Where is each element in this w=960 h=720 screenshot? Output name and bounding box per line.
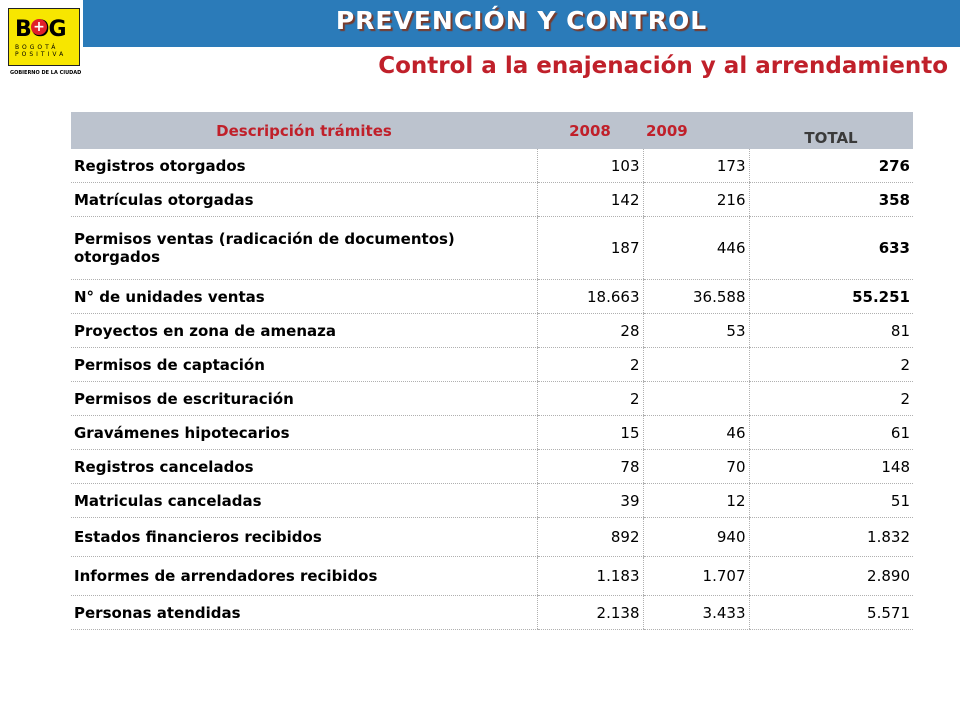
logo-tagline-line2: POSITIVA xyxy=(15,51,67,58)
cell-2008: 892 xyxy=(536,517,643,557)
page-title: PREVENCIÓN Y CONTROL xyxy=(335,6,708,35)
table-body: Registros otorgados 103 173 276 Matrículas o… xyxy=(71,149,913,630)
header-2009: 2009 xyxy=(643,112,749,149)
table-row: Personas atendidas 2.138 3.433 5.571 xyxy=(71,595,913,630)
table-row: Permisos ventas (radicación de documento… xyxy=(71,216,913,280)
header-total: TOTAL xyxy=(749,112,913,149)
cell-total: 1.832 xyxy=(748,517,913,557)
cell-total: 2 xyxy=(748,381,913,416)
cell-2008: 28 xyxy=(536,313,643,348)
cell-2008: 2.138 xyxy=(536,595,643,630)
cell-2008: 142 xyxy=(536,182,643,217)
cell-description: Proyectos en zona de amenaza xyxy=(71,313,537,348)
header-2008: 2008 xyxy=(537,112,643,149)
cell-2008: 2 xyxy=(536,381,643,416)
cell-2008: 103 xyxy=(536,149,643,183)
cell-description: Permisos de captación xyxy=(71,347,537,382)
cell-description: N° de unidades ventas xyxy=(71,279,537,314)
procedures-table: Descripción trámites 2008 2009 TOTAL Reg… xyxy=(71,112,913,630)
cell-2009: 173 xyxy=(642,149,749,183)
table-header-row: Descripción trámites 2008 2009 TOTAL xyxy=(71,112,913,149)
table-row: Registros otorgados 103 173 276 xyxy=(71,149,913,183)
header-description: Descripción trámites xyxy=(71,112,537,149)
title-banner: PREVENCIÓN Y CONTROL xyxy=(83,0,960,47)
cell-2008: 78 xyxy=(536,449,643,484)
cell-2009 xyxy=(642,347,749,382)
cell-total: 5.571 xyxy=(748,595,913,630)
cell-2009: 53 xyxy=(642,313,749,348)
table-row: Proyectos en zona de amenaza 28 53 81 xyxy=(71,313,913,348)
cell-2009: 46 xyxy=(642,415,749,450)
cell-total: 2.890 xyxy=(748,556,913,596)
cell-description: Permisos ventas (radicación de documento… xyxy=(71,216,537,280)
cell-2008: 39 xyxy=(536,483,643,518)
cell-2008: 187 xyxy=(536,216,643,280)
logo-government-label: GOBIERNO DE LA CIUDAD xyxy=(10,70,82,76)
cell-description: Informes de arrendadores recibidos xyxy=(71,556,537,596)
bogota-positiva-logo: BOG + BOGOTÁ POSITIVA GOBIERNO DE LA CIU… xyxy=(6,6,86,78)
cell-2009 xyxy=(642,381,749,416)
cell-2009: 940 xyxy=(642,517,749,557)
logo-tagline: BOGOTÁ POSITIVA xyxy=(15,44,66,58)
page-subtitle: Control a la enajenación y al arrendamie… xyxy=(378,53,948,79)
table-row: Matriculas canceladas 39 12 51 xyxy=(71,483,913,518)
cell-description: Personas atendidas xyxy=(71,595,537,630)
cell-description: Registros otorgados xyxy=(71,149,537,183)
cell-description: Permisos de escrituración xyxy=(71,381,537,416)
cell-2008: 18.663 xyxy=(536,279,643,314)
cell-2009: 1.707 xyxy=(642,556,749,596)
cell-2009: 12 xyxy=(642,483,749,518)
table-row: Permisos de escrituración 2 2 xyxy=(71,381,913,416)
cell-2008: 1.183 xyxy=(536,556,643,596)
cell-2009: 36.588 xyxy=(642,279,749,314)
cell-2009: 216 xyxy=(642,182,749,217)
table-row: Permisos de captación 2 2 xyxy=(71,347,913,382)
cell-total: 358 xyxy=(748,182,913,217)
table-row: Informes de arrendadores recibidos 1.183 1… xyxy=(71,556,913,596)
logo-badge: BOG + BOGOTÁ POSITIVA xyxy=(8,8,80,66)
cell-2008: 15 xyxy=(536,415,643,450)
cell-description: Registros cancelados xyxy=(71,449,537,484)
table-row: N° de unidades ventas 18.663 36.588 55.251 xyxy=(71,279,913,314)
cell-total: 2 xyxy=(748,347,913,382)
cell-description: Matrículas otorgadas xyxy=(71,182,537,217)
cell-total: 51 xyxy=(748,483,913,518)
table-row: Estados financieros recibidos 892 940 1.832 xyxy=(71,517,913,557)
logo-tagline-line1: BOGOTÁ xyxy=(15,44,59,51)
cell-total: 633 xyxy=(748,216,913,280)
cell-description: Estados financieros recibidos xyxy=(71,517,537,557)
cell-total: 81 xyxy=(748,313,913,348)
cell-total: 276 xyxy=(748,149,913,183)
cell-total: 148 xyxy=(748,449,913,484)
cell-description: Gravámenes hipotecarios xyxy=(71,415,537,450)
cell-2009: 70 xyxy=(642,449,749,484)
cell-2008: 2 xyxy=(536,347,643,382)
table-row: Matrículas otorgadas 142 216 358 xyxy=(71,182,913,217)
cell-2009: 3.433 xyxy=(642,595,749,630)
cell-2009: 446 xyxy=(642,216,749,280)
cell-description: Matriculas canceladas xyxy=(71,483,537,518)
table-row: Gravámenes hipotecarios 15 46 61 xyxy=(71,415,913,450)
table-row: Registros cancelados 78 70 148 xyxy=(71,449,913,484)
cell-total: 55.251 xyxy=(748,279,913,314)
logo-plus-icon: + xyxy=(31,19,47,35)
cell-total: 61 xyxy=(748,415,913,450)
